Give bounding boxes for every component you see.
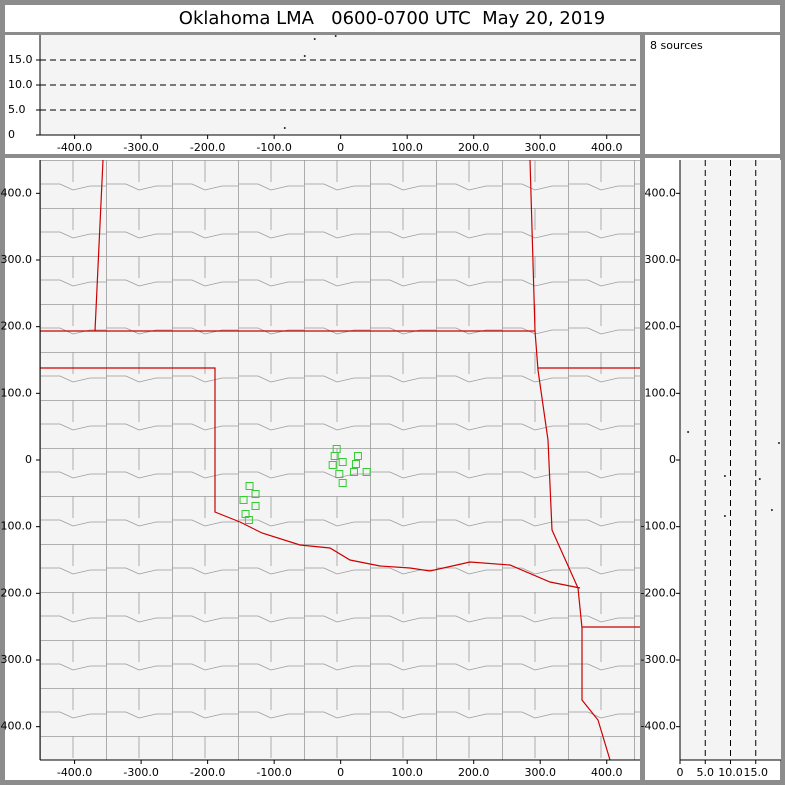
- station: [330, 452, 339, 460]
- y-tick-label: -400.0: [641, 720, 676, 733]
- station: [338, 458, 347, 466]
- station: [251, 502, 260, 510]
- y-tick-label: 15.0: [8, 53, 33, 66]
- station: [245, 482, 254, 490]
- y-tick-label: -200.0: [0, 586, 32, 599]
- y-tick-label: 400.0: [645, 186, 677, 199]
- x-tick-label: -400.0: [57, 141, 92, 154]
- source: [723, 475, 726, 477]
- source: [334, 35, 337, 37]
- y-tick-label: 0: [25, 453, 32, 466]
- y-tick-label: -100.0: [0, 520, 32, 533]
- title-box: [5, 5, 780, 32]
- source: [758, 478, 761, 480]
- x-tick-label: -200.0: [190, 766, 225, 779]
- x-tick-label: 300.0: [524, 141, 556, 154]
- x-tick-label: 200.0: [458, 766, 490, 779]
- source: [313, 38, 316, 40]
- station: [362, 468, 371, 476]
- y-tick-label: 10.0: [8, 78, 33, 91]
- x-tick-label: 400.0: [591, 141, 623, 154]
- chart-title: Oklahoma LMA 0600-0700 UTC May 20, 2019: [179, 8, 605, 29]
- y-tick-label: 300.0: [1, 253, 33, 266]
- x-tick-label: -100.0: [256, 766, 291, 779]
- y-tick-label: -300.0: [0, 653, 32, 666]
- x-tick-label: 0: [337, 766, 344, 779]
- station: [338, 479, 347, 487]
- x-tick-label: -400.0: [57, 766, 92, 779]
- y-tick-label: 300.0: [645, 253, 677, 266]
- y-tick-label: -300.0: [641, 653, 676, 666]
- y-tick-label: 200.0: [645, 320, 677, 333]
- state-borders: [40, 159, 640, 761]
- station: [244, 516, 253, 524]
- y-tick-label: 5.0: [8, 103, 26, 116]
- station: [351, 460, 360, 468]
- x-tick-label: 200.0: [458, 141, 490, 154]
- y-tick-label: 400.0: [1, 186, 33, 199]
- station: [239, 496, 248, 504]
- x-tick-label: 400.0: [591, 766, 623, 779]
- station: [353, 452, 362, 460]
- x-tick-label: 15.0: [744, 766, 769, 779]
- source: [777, 442, 780, 444]
- y-tick-label: -100.0: [641, 520, 676, 533]
- x-tick-label: 0: [677, 766, 684, 779]
- x-tick-label: 100.0: [391, 766, 423, 779]
- y-tick-label: 0: [8, 128, 15, 141]
- y-tick-label: 200.0: [1, 320, 33, 333]
- source-count: 8 sources: [650, 39, 703, 52]
- source: [723, 515, 726, 517]
- x-tick-label: -300.0: [123, 141, 158, 154]
- county-lines: [40, 160, 640, 760]
- x-tick-label: 0: [337, 141, 344, 154]
- source: [283, 127, 286, 129]
- x-tick-label: 5.0: [697, 766, 715, 779]
- y-tick-label: -200.0: [641, 586, 676, 599]
- info-panel: [645, 35, 780, 154]
- x-tick-label: 100.0: [391, 141, 423, 154]
- station: [335, 470, 344, 478]
- y-tick-label: 0: [669, 453, 676, 466]
- x-tick-label: 10.0: [718, 766, 743, 779]
- source: [687, 431, 690, 433]
- station: [251, 490, 260, 498]
- source: [303, 55, 306, 57]
- y-tick-label: -400.0: [0, 720, 32, 733]
- x-tick-label: 300.0: [524, 766, 556, 779]
- station: [349, 468, 358, 476]
- x-tick-label: -100.0: [256, 141, 291, 154]
- y-tick-label: 100.0: [1, 386, 33, 399]
- y-tick-label: 100.0: [645, 386, 677, 399]
- source: [770, 509, 773, 511]
- x-tick-label: -200.0: [190, 141, 225, 154]
- station: [328, 461, 337, 469]
- x-tick-label: -300.0: [123, 766, 158, 779]
